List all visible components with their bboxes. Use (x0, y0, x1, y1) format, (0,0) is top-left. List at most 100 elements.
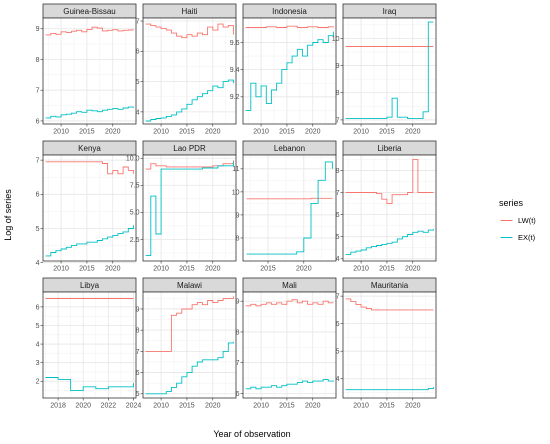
facet-lebanon: Lebanon 2015 2020 8 9 10 11 (232, 140, 337, 273)
panel-bg-liberia (343, 155, 436, 261)
x-axis-title: Year of observation (213, 429, 290, 439)
x-tick-label: 2015 (379, 129, 395, 136)
panel-border-guinea-bissau (42, 17, 137, 125)
series-line-ex-t-liberia (345, 229, 434, 255)
series-line-ex-t-kenya (45, 225, 134, 257)
series-line-lw-t-lao-pdr (145, 160, 234, 170)
series-line-ex-t-iraq (345, 21, 434, 120)
x-tick-label: 2020 (105, 266, 121, 273)
x-tick-label: 2020 (75, 403, 91, 410)
y-tick-label: 5 (36, 323, 40, 330)
y-tick-label: 2.5 (130, 237, 140, 244)
y-tick-label: 5 (336, 234, 340, 241)
panel-border-lao-pdr (142, 154, 237, 262)
x-tick-label: 2015 (79, 129, 95, 136)
y-tick-label: 9.2 (230, 94, 240, 101)
x-tick-label: 2020 (296, 266, 312, 273)
x-tick-label: 2015 (179, 129, 195, 136)
legend-label-lw-t: LW(t) (518, 216, 536, 225)
series-line-ex-t-guinea-bissau (45, 106, 134, 119)
x-tick-label: 2010 (253, 403, 269, 410)
y-tick-label: 7.5 (130, 183, 140, 190)
y-tick-label: 9.6 (230, 40, 240, 47)
x-tick-label: 2020 (405, 266, 421, 273)
y-tick-label: 8 (336, 90, 340, 97)
facet-malawi: Malawi 2010 2015 2020 5 6 7 8 9 (136, 277, 237, 410)
facet-title-mali: Mali (282, 281, 297, 290)
y-tick-label: 8 (336, 168, 340, 175)
y-tick-label: 7 (36, 88, 40, 95)
x-tick-label: 2010 (153, 266, 169, 273)
x-tick-label: 2020 (105, 129, 121, 136)
legend: series LW(t) EX(t) (499, 198, 536, 245)
x-tick-label: 2010 (153, 403, 169, 410)
x-tick-label: 2015 (179, 403, 195, 410)
x-tick-label: 2010 (53, 129, 69, 136)
panel-border-indonesia (242, 17, 337, 125)
x-tick-label: 2015 (179, 266, 195, 273)
y-tick-label: 6 (336, 212, 340, 219)
facet-title-lao-pdr: Lao PDR (173, 144, 206, 153)
facet-kenya: Kenya 2010 2015 2020 4 5 6 7 (36, 140, 137, 273)
panel-border-kenya (42, 154, 137, 262)
y-tick-label: 4 (336, 256, 340, 263)
y-tick-label: 7 (336, 294, 340, 301)
series-line-lw-t-indonesia (245, 25, 334, 28)
x-tick-label: 2022 (101, 403, 117, 410)
facet-title-malawi: Malawi (177, 281, 202, 290)
series-line-lw-t-mali (245, 299, 334, 307)
y-tick-label: 7 (136, 18, 140, 25)
y-tick-label: 6 (36, 304, 40, 311)
x-tick-label: 2020 (405, 403, 421, 410)
y-tick-label: 6 (336, 321, 340, 328)
panel-bg-mauritania (343, 292, 436, 398)
x-tick-label: 2020 (305, 403, 321, 410)
x-tick-label: 2020 (205, 403, 221, 410)
panel-border-iraq (342, 17, 437, 125)
y-tick-label: 7 (336, 190, 340, 197)
y-tick-label: 7 (336, 117, 340, 124)
y-tick-label: 7 (36, 158, 40, 165)
y-tick-label: 6 (36, 118, 40, 125)
facet-indonesia: Indonesia 2010 2015 2020 9.2 9.4 9.6 (230, 3, 337, 136)
facet-libya: Libya 2018 2020 2022 2024 2 3 4 5 6 (36, 277, 141, 410)
facet-title-indonesia: Indonesia (272, 7, 307, 16)
panel-bg-iraq (343, 18, 436, 124)
series-line-ex-t-haiti (145, 79, 234, 122)
facet-iraq: Iraq 2010 2015 2020 7 8 9 10 (332, 3, 437, 136)
x-tick-label: 2010 (353, 266, 369, 273)
panel-bg-indonesia (243, 18, 336, 124)
series-line-lw-t-kenya (45, 161, 134, 175)
series-line-ex-t-mauritania (345, 387, 434, 391)
y-tick-label: 5.0 (130, 210, 140, 217)
y-tick-label: 9 (136, 306, 140, 313)
y-axis-title: Log of series (3, 189, 13, 241)
x-tick-label: 2010 (253, 129, 269, 136)
panel-bg-lebanon (243, 155, 336, 261)
y-tick-label: 8 (136, 328, 140, 335)
facet-title-haiti: Haiti (181, 7, 197, 16)
y-tick-label: 11 (232, 166, 239, 173)
series-line-ex-t-malawi (145, 341, 234, 395)
panel-bg-kenya (43, 155, 136, 261)
facet-title-libya: Libya (80, 281, 100, 290)
y-tick-label: 4 (336, 376, 340, 383)
panel-border-haiti (142, 17, 237, 125)
panel-border-liberia (342, 154, 437, 262)
x-tick-label: 2020 (305, 129, 321, 136)
y-tick-label: 10 (232, 189, 240, 196)
y-tick-label: 2 (36, 379, 40, 386)
y-tick-label: 5 (136, 79, 140, 86)
y-tick-label: 10 (332, 36, 340, 43)
series-line-lw-t-haiti (145, 23, 234, 39)
legend-title: series (499, 198, 524, 208)
panel-bg-mali (243, 292, 336, 398)
series-line-ex-t-lao-pdr (145, 161, 234, 257)
facet-mauritania: Mauritania 2010 2015 2020 4 5 6 7 (336, 277, 437, 410)
y-tick-label: 5 (136, 391, 140, 398)
y-tick-label: 5 (36, 226, 40, 233)
panel-bg-haiti (143, 18, 236, 124)
x-tick-label: 2015 (279, 129, 295, 136)
x-tick-label: 2015 (379, 266, 395, 273)
